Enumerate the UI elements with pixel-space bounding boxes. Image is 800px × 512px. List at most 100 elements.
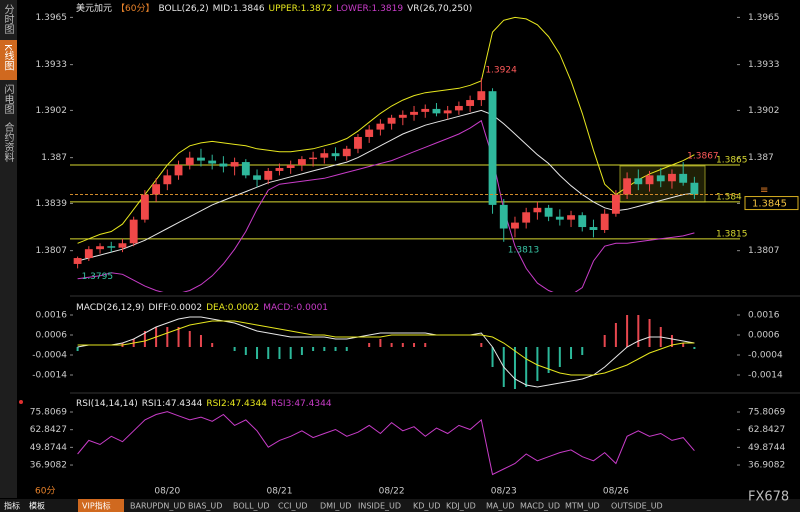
tab[interactable]: MACD_UD [520,502,560,511]
candle-body [107,246,116,248]
macd-line [77,320,695,376]
y-tick-label-left: 1.387 [41,153,67,163]
tab[interactable]: KDJ_UD [446,502,476,511]
tab[interactable]: BOLL_UD [233,502,270,511]
y-tick-label-right: 1.3807 [748,246,780,256]
candle-body [410,111,418,115]
y-tick-label-left: 1.3902 [36,106,68,116]
tab[interactable]: CCI_UD [278,502,308,511]
header-item: 美元加元 [76,2,112,14]
tab[interactable]: KD_UD [413,502,440,511]
macd-bar [188,331,191,347]
tab[interactable]: INSIDE_UD [358,502,401,511]
y-tick-label-right: 0.0016 [748,311,780,321]
candle-body [443,110,452,114]
tab[interactable]: MA_UD [486,502,514,511]
last-price-label: 1.3845 [752,199,787,210]
clip-group [77,109,695,262]
tab[interactable]: BIAS_UD [188,502,222,511]
macd-line [77,316,695,388]
level-label: 1.3815 [716,229,748,239]
tab[interactable]: 指标 [4,501,20,511]
y-tick-label-left: 1.3839 [36,199,68,209]
header-item: BOLL(26,2) [158,4,208,14]
macd-bar [166,327,169,347]
candle-body [185,157,194,166]
sidebar-tab[interactable]: 闪电图 [2,83,14,115]
candle-body [544,207,553,217]
candle-body [522,212,531,223]
candle-body [331,153,340,157]
panel-header: MACD(26,12,9) DIFF:0.0002 DEA:0.0002 MACD:-… [76,303,328,313]
candle-body [645,175,654,185]
candles [73,77,699,269]
candle-body [219,163,228,167]
y-tick-label-left: 1.3965 [36,13,68,23]
header-item: MACD(26,12,9) [76,303,144,313]
sidebar-tab[interactable]: K线图 [2,44,14,71]
y-tick-label-right: 75.8069 [748,407,785,417]
y-tick-label-left: 0.0006 [36,331,68,341]
candle-body [253,175,261,180]
macd-bar [648,319,651,347]
candle-body [578,215,587,228]
macd-bar [323,347,326,351]
header-item: 【60分】 [116,3,154,14]
macd-bar [525,347,528,387]
clip-group [77,320,695,376]
macd-bar [513,347,516,389]
candle-body [365,129,374,137]
tab[interactable]: OUTSIDE_UD [611,502,663,511]
tab-bar [0,499,800,512]
candle-body [511,222,519,229]
y-tick-label-right: -0.0004 [748,351,783,361]
menu-icon[interactable]: ≡ [760,185,768,196]
candle-body [623,178,632,195]
tab[interactable]: DMI_UD [320,502,351,511]
header-item: RSI2:47.4344 [206,399,267,409]
sidebar-tab[interactable]: 合约资料 [2,121,14,163]
macd-bar [143,331,146,347]
candle-body [84,249,93,259]
candle-body [118,243,127,248]
price-annotation: 1.3867 [687,152,719,162]
macd-bar [626,315,629,347]
header-item: RSI1:47.4344 [142,399,203,409]
sidebar-active [0,40,17,80]
panel-header: RSI(14,14,14) RSI1:47.4344 RSI2:47.4344 RSI… [76,399,332,409]
boll-line [77,119,695,292]
y-tick-label-left: 1.3933 [36,60,68,70]
level-label: 1.3865 [716,156,748,166]
tab[interactable]: BARUPDN_UD [130,502,185,511]
header-item: RSI3:47.4344 [271,399,332,409]
clip-group [77,16,695,244]
tab[interactable]: VIP指标 [82,501,111,511]
macd-bar [424,343,427,347]
candle-body [387,117,396,124]
sidebar-tab[interactable]: 分时图 [2,4,14,35]
header-item: MACD:-0.0001 [263,303,328,313]
macd-bar [603,335,606,347]
settings-dot[interactable] [19,400,23,404]
macd-bar [670,335,673,347]
candle-body [96,246,104,250]
macd-bar [289,347,292,359]
clip-group [77,119,695,292]
candle-body [679,173,688,183]
candle-body [174,165,183,176]
candle-body [241,162,250,176]
price-annotation: 1.3924 [485,65,517,75]
last-price-box [744,196,799,211]
macd-bar [547,347,550,373]
candle-body [208,160,217,164]
y-tick-label-right: 1.3933 [748,60,780,70]
macd-bar [581,347,584,355]
macd-bar [267,347,270,359]
boll-line [77,16,695,244]
candle-body [567,215,575,220]
tab[interactable]: MTM_UD [565,502,600,511]
price-annotation: 1.3795 [82,272,114,282]
tab[interactable]: 模板 [29,501,45,511]
